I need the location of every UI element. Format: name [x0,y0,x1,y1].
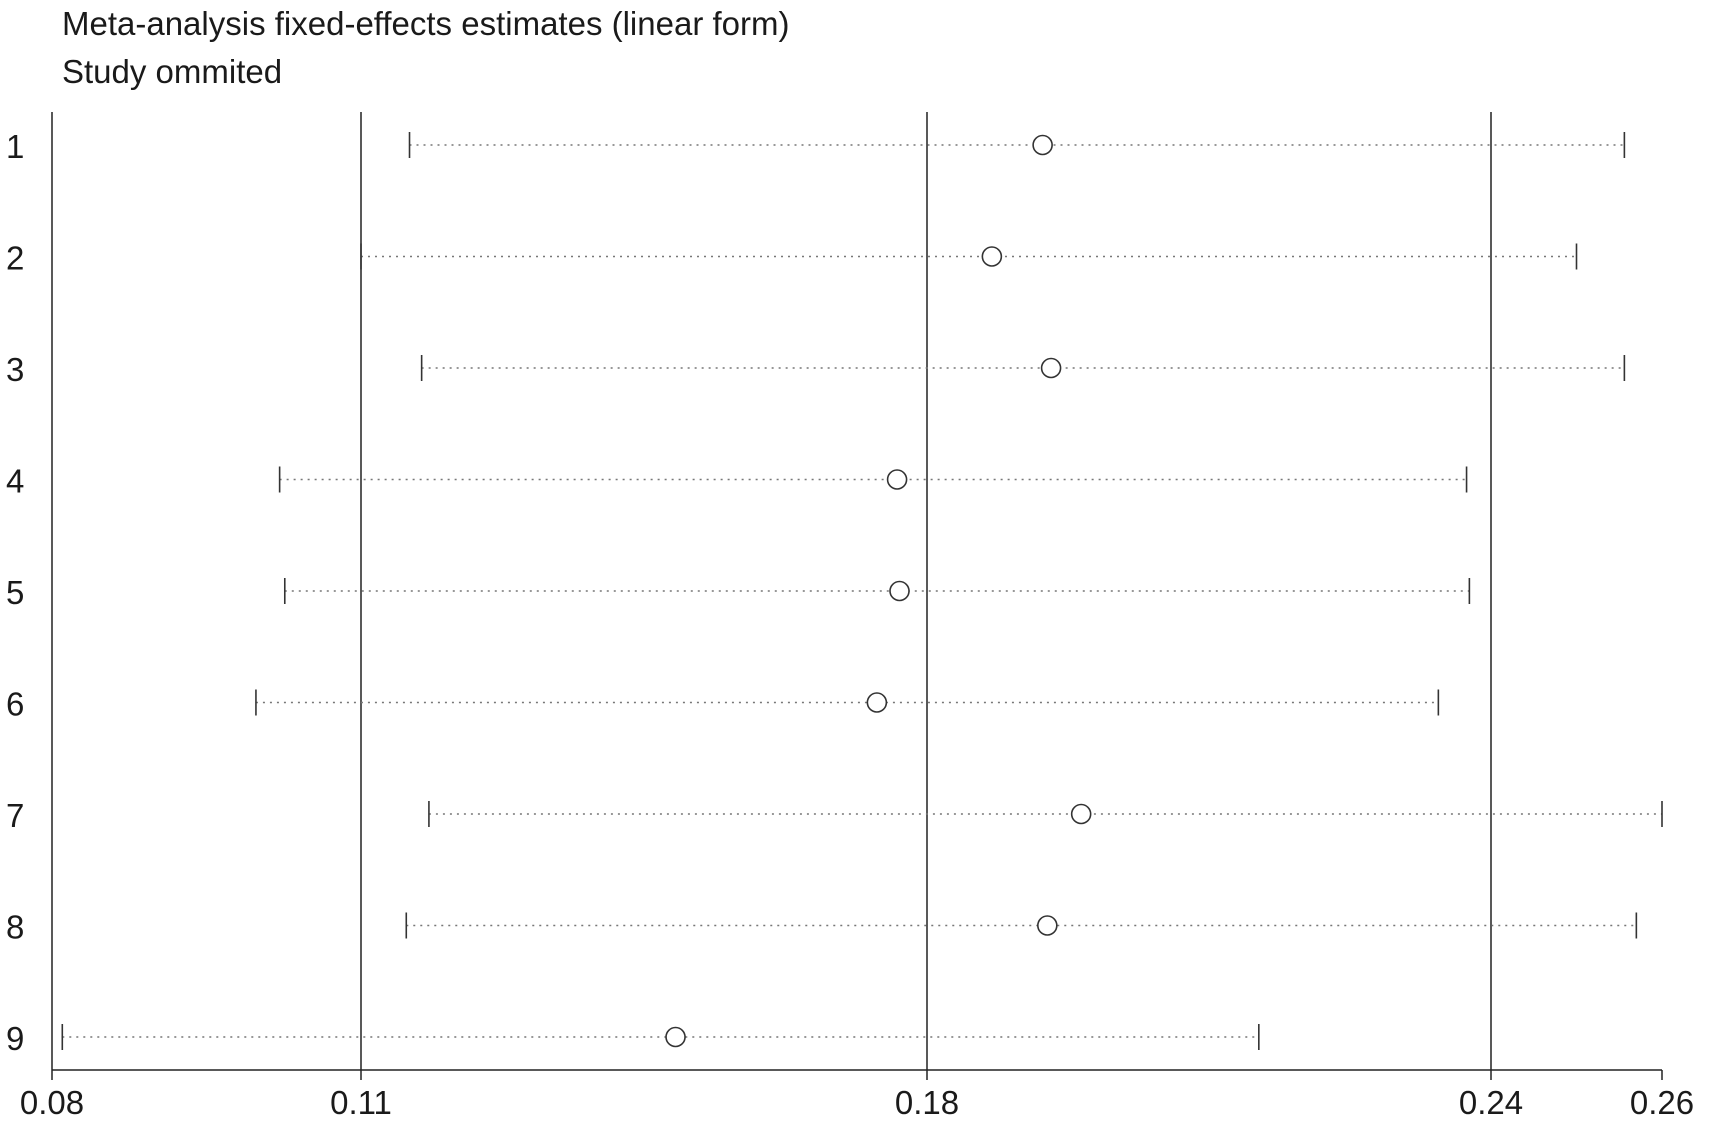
row-label: 6 [6,686,24,723]
row-label: 4 [6,463,24,500]
x-tick-label: 0.18 [895,1084,959,1121]
x-axis: 0.08 0.11 0.18 0.24 0.26 [20,1069,1694,1121]
study-row: 9 [6,1020,1260,1057]
x-tick-label: 0.11 [330,1084,392,1121]
point-estimate [1040,357,1062,379]
point-estimate [1037,915,1058,936]
point-estimate [1070,803,1092,825]
study-row: 6 [6,686,1440,723]
x-tick-label: 0.24 [1459,1084,1523,1121]
row-label: 8 [6,909,24,946]
study-row: 8 [6,909,1638,946]
x-tick-label: 0.26 [1630,1084,1694,1121]
point-estimate [866,692,888,713]
row-label: 2 [6,240,24,277]
study-row: 1 [6,128,1626,165]
x-tick-label: 0.08 [20,1084,84,1121]
point-estimate [1032,134,1053,156]
row-label: 5 [6,574,24,611]
chart-subtitle: Study ommited [62,53,283,90]
reference-lines [51,112,1492,1070]
study-row: 2 [6,240,1578,277]
study-row: 7 [6,797,1663,834]
study-row: 3 [6,351,1626,388]
row-label: 9 [6,1020,24,1057]
row-label: 3 [6,351,24,388]
point-estimate [889,580,910,602]
row-label: 7 [6,797,24,834]
point-estimate [981,246,1003,267]
row-label: 1 [6,128,24,165]
chart-title: Meta-analysis fixed-effects estimates (l… [62,5,790,42]
point-estimate [665,1026,686,1048]
point-estimate [886,469,908,490]
study-rows: 1 2 3 4 5 6 7 8 9 [6,128,1663,1057]
study-row: 4 [6,463,1468,500]
study-row: 5 [6,574,1471,611]
